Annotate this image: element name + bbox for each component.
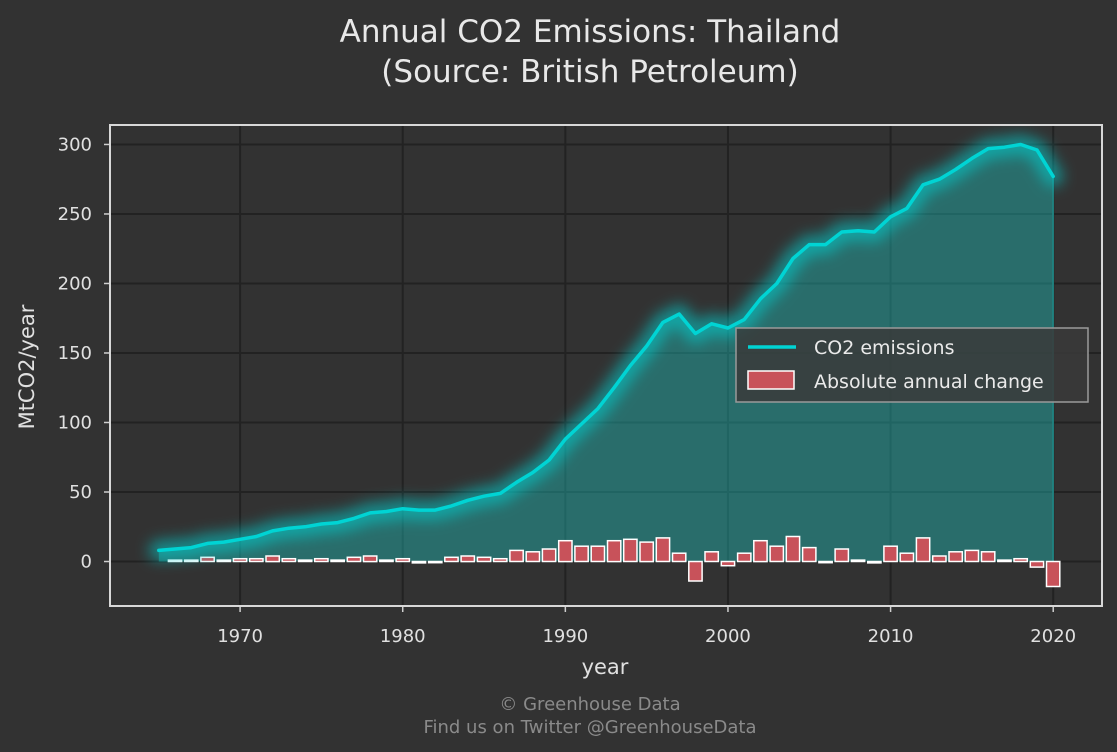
y-tick-label: 250: [58, 204, 92, 225]
change-bar: [362, 555, 378, 563]
change-bar: [557, 539, 573, 563]
legend-label-change: Absolute annual change: [814, 371, 1044, 393]
change-bar: [801, 546, 817, 563]
emissions-line-path: [157, 142, 1055, 553]
y-tick-label: 0: [81, 552, 92, 573]
chart-title-line1: Annual CO2 Emissions: Thailand: [340, 14, 841, 50]
change-bar: [1029, 560, 1045, 568]
change-bar: [915, 537, 931, 563]
change-bar: [476, 556, 492, 563]
change-bar: [248, 557, 264, 563]
change-bar: [183, 559, 199, 563]
change-bar: [444, 556, 459, 563]
change-bar: [492, 557, 508, 563]
credit-line2: Find us on Twitter @GreenhouseData: [423, 717, 756, 738]
y-tick-label: 200: [58, 273, 92, 294]
change-bar: [850, 559, 866, 563]
change-bar: [866, 560, 882, 564]
change-bar: [281, 557, 297, 563]
change-bar: [574, 545, 589, 563]
change-bar: [606, 539, 622, 563]
change-bar: [460, 555, 476, 563]
change-bar: [736, 552, 752, 563]
change-bar: [297, 559, 313, 563]
change-bar: [395, 557, 411, 563]
change-bar: [622, 538, 638, 563]
change-bar: [265, 555, 281, 563]
legend-bar-swatch: [747, 370, 795, 390]
change-bar: [964, 549, 980, 563]
change-bar: [899, 552, 915, 563]
change-bar: [200, 556, 215, 563]
change-bar: [313, 557, 329, 563]
change-bar: [427, 560, 443, 564]
x-tick-label: 2020: [1030, 626, 1076, 647]
change-bar: [720, 560, 736, 567]
change-bar: [509, 549, 524, 563]
change-bar: [330, 559, 346, 563]
emissions-line: [148, 134, 1064, 561]
change-bar: [411, 560, 427, 564]
change-bar: [590, 545, 606, 563]
credit-line1: © Greenhouse Data: [499, 694, 680, 715]
y-axis-label: MtCO2/year: [15, 304, 39, 429]
change-bar: [931, 555, 947, 563]
change-bar: [525, 551, 541, 563]
y-tick-label: 50: [69, 482, 92, 503]
annual-change-bars: [167, 535, 1061, 588]
change-bar: [216, 559, 232, 563]
y-tick-label: 100: [58, 412, 92, 433]
change-bar: [980, 551, 996, 563]
plot-frame: [109, 124, 1103, 607]
axes: 1970 1980 1990 2000 2010 2020 0 50 100 150 200 250 3…: [58, 124, 1103, 647]
change-bar: [688, 560, 703, 582]
y-tick-label: 300: [58, 134, 92, 155]
x-tick-label: 1990: [542, 626, 588, 647]
change-bar: [997, 559, 1012, 563]
change-bar: [379, 559, 394, 563]
x-tick-label: 1980: [380, 626, 426, 647]
legend: CO2 emissions Absolute annual change: [735, 327, 1089, 403]
change-bar: [704, 551, 720, 563]
x-axis-label: year: [582, 655, 629, 679]
change-bar: [232, 557, 248, 563]
chart-title-line2: (Source: British Petroleum): [381, 54, 798, 90]
change-bar: [639, 541, 655, 563]
legend-label-emissions: CO2 emissions: [814, 337, 954, 359]
change-bar: [671, 552, 687, 563]
change-bar: [834, 548, 850, 563]
y-tick-label: 150: [58, 343, 92, 364]
change-bar: [167, 559, 183, 563]
x-tick-label: 2000: [705, 626, 751, 647]
change-bar: [655, 537, 671, 563]
change-bar: [785, 535, 801, 563]
change-bar: [1013, 557, 1029, 563]
change-bar: [818, 560, 833, 564]
change-bar: [753, 539, 768, 563]
change-bar: [948, 551, 964, 563]
change-bar: [769, 545, 785, 563]
change-bar: [1045, 560, 1061, 588]
change-bar: [541, 548, 557, 563]
x-tick-label: 1970: [217, 626, 263, 647]
x-tick-label: 2010: [868, 626, 914, 647]
change-bar: [346, 556, 362, 563]
change-bar: [883, 545, 898, 563]
